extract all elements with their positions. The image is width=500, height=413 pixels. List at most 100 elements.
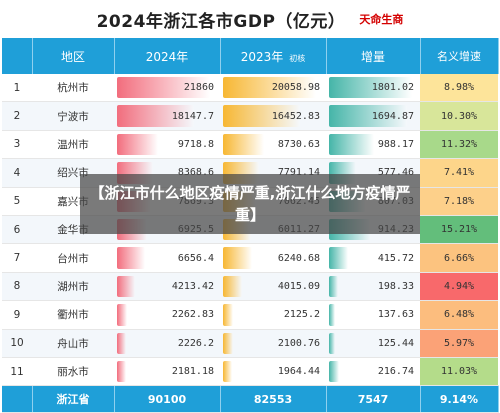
table-row: 11 丽水市 2181.18 1964.44 216.74 11.03% <box>2 357 498 387</box>
bar-2023 <box>223 133 264 156</box>
total-2024: 90100 <box>114 385 221 413</box>
bar-increase-cell: 198.33 <box>326 272 420 302</box>
bar-2024 <box>117 360 127 383</box>
row-growth: 15.21% <box>420 215 498 245</box>
row-growth: 11.32% <box>420 130 498 160</box>
bar-increase <box>329 304 336 326</box>
bar-2024-cell: 2262.83 <box>114 300 220 330</box>
row-growth: 6.48% <box>420 300 498 330</box>
bar-2023-cell: 2100.76 <box>220 329 326 358</box>
bar-2023-cell: 2125.2 <box>220 300 326 330</box>
bar-increase-cell: 988.17 <box>326 130 420 160</box>
bar-increase-cell: 1801.02 <box>326 74 420 103</box>
bar-increase <box>329 247 349 269</box>
bar-increase-label: 1801.02 <box>371 82 414 94</box>
total-growth: 9.14% <box>420 385 499 413</box>
bar-2023 <box>223 105 300 127</box>
bar-2024 <box>117 247 146 269</box>
bar-2024 <box>117 275 135 298</box>
bar-2023-label: 1964.44 <box>277 366 320 378</box>
bar-2024-cell: 4213.42 <box>114 272 220 302</box>
table-row: 10 舟山市 2226.2 2100.76 125.44 5.97% <box>2 329 498 358</box>
bar-2023-label: 6240.68 <box>277 252 320 264</box>
table-row: 8 湖州市 4213.42 4015.09 198.33 4.94% <box>2 272 498 302</box>
header-2023-sub: 初核 <box>289 53 306 63</box>
bar-increase <box>329 105 407 127</box>
bar-2024-label: 2262.83 <box>171 309 214 321</box>
chart-title-bar: 2024年浙江各市GDP（亿元） 天命生商 <box>0 0 500 38</box>
bar-2024-label: 4213.42 <box>171 280 214 292</box>
row-growth: 5.97% <box>420 329 498 358</box>
chart-title: 2024年浙江各市GDP（亿元） <box>96 11 346 32</box>
bar-increase-cell: 125.44 <box>326 329 420 358</box>
bar-2023 <box>223 77 317 99</box>
row-index: 2 <box>2 101 32 131</box>
row-index: 6 <box>2 215 32 245</box>
bar-2024-cell: 6656.4 <box>114 243 220 273</box>
bar-increase-label: 415.72 <box>377 252 414 264</box>
row-city: 台州市 <box>32 243 114 273</box>
bar-2023-cell: 1964.44 <box>220 357 326 387</box>
row-growth: 7.41% <box>420 158 498 188</box>
header-growth: 名义增速 <box>420 38 499 74</box>
row-growth: 8.98% <box>420 74 498 103</box>
total-row: 浙江省 90100 82553 7547 9.14% <box>2 385 499 413</box>
bar-2024-label: 2226.2 <box>177 337 214 349</box>
watermark-overlay: 【浙江市什么地区疫情严重,浙江什么地方疫情严重】 <box>80 174 420 234</box>
row-growth: 11.03% <box>420 357 498 387</box>
bar-2024 <box>117 105 195 127</box>
bar-2024-cell: 2226.2 <box>114 329 220 358</box>
row-city: 湖州市 <box>32 272 114 302</box>
bar-2023 <box>223 360 233 383</box>
table-row: 2 宁波市 18147.7 16452.83 1694.87 10.30% <box>2 101 498 131</box>
header-region: 地区 <box>32 38 115 74</box>
bar-2023 <box>223 304 233 326</box>
header-2023: 2023年 初核 <box>220 38 327 74</box>
bar-2024-label: 6656.4 <box>177 252 214 264</box>
bar-2024-label: 21860 <box>183 82 214 94</box>
row-index: 3 <box>2 130 32 160</box>
bar-increase <box>329 275 339 298</box>
table-row: 1 杭州市 21860 20058.98 1801.02 8.98% <box>2 74 498 103</box>
total-city: 浙江省 <box>32 385 115 413</box>
row-growth: 10.30% <box>420 101 498 131</box>
bar-2023 <box>223 247 253 269</box>
bar-increase <box>329 77 412 99</box>
bar-increase-cell: 216.74 <box>326 357 420 387</box>
row-city: 温州市 <box>32 130 114 160</box>
bar-2024-label: 2181.18 <box>171 366 214 378</box>
row-city: 衢州市 <box>32 300 114 330</box>
row-city: 宁波市 <box>32 101 114 131</box>
table-row: 9 衢州市 2262.83 2125.2 137.63 6.48% <box>2 300 498 330</box>
bar-increase-cell: 415.72 <box>326 243 420 273</box>
header-2024: 2024年 <box>114 38 221 74</box>
row-index: 10 <box>2 329 32 358</box>
row-city: 舟山市 <box>32 329 114 358</box>
brand-label: 天命生商 <box>359 13 404 26</box>
bar-2024-label: 8368.6 <box>177 167 214 179</box>
bar-2023-label: 8730.63 <box>277 138 320 150</box>
row-index: 4 <box>2 158 32 188</box>
header-row: 地区 2024年 2023年 初核 增量 名义增速 <box>2 38 499 74</box>
row-index: 5 <box>2 187 32 216</box>
bar-2024-cell: 9718.8 <box>114 130 220 160</box>
bar-2023-cell: 16452.83 <box>220 101 326 131</box>
bar-increase-cell: 137.63 <box>326 300 420 330</box>
bar-increase-label: 137.63 <box>377 309 414 321</box>
bar-increase <box>329 332 335 354</box>
bar-2023-cell: 4015.09 <box>220 272 326 302</box>
row-index: 7 <box>2 243 32 273</box>
header-2023-label: 2023年 <box>240 49 284 64</box>
bar-2024-label: 18147.7 <box>171 110 214 122</box>
bar-2023-cell: 20058.98 <box>220 74 326 103</box>
bar-2023-label: 2125.2 <box>283 309 320 321</box>
total-index <box>2 385 33 413</box>
bar-increase-label: 1694.87 <box>371 110 414 122</box>
row-index: 9 <box>2 300 32 330</box>
header-index <box>2 38 33 74</box>
row-city: 丽水市 <box>32 357 114 387</box>
header-increase: 增量 <box>326 38 421 74</box>
bar-2023-cell: 6240.68 <box>220 243 326 273</box>
table-row: 3 温州市 9718.8 8730.63 988.17 11.32% <box>2 130 498 160</box>
row-index: 8 <box>2 272 32 302</box>
